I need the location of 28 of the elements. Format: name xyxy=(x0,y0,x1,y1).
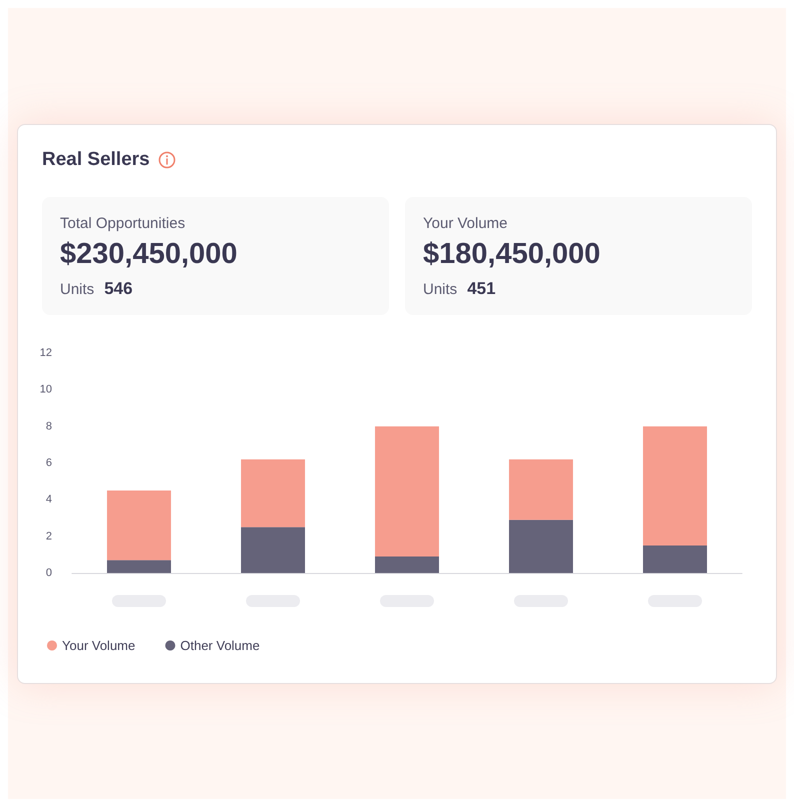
y-tick-label: 0 xyxy=(46,566,52,578)
bar xyxy=(107,490,171,560)
text: 451 xyxy=(467,278,496,298)
bar xyxy=(375,556,439,572)
y-tick-label: 12 xyxy=(40,346,52,358)
text: Your Volume xyxy=(423,214,509,232)
bar xyxy=(643,426,707,545)
y-tick-label: 6 xyxy=(46,456,52,468)
bar xyxy=(509,519,573,572)
text: $230,450,000 xyxy=(60,238,238,270)
y-tick-label: 2 xyxy=(46,530,52,542)
legend-label: Other Volume xyxy=(180,638,260,652)
bar xyxy=(241,526,305,572)
bar xyxy=(509,458,573,520)
chart-title: Real Sellers xyxy=(42,148,150,170)
text: Units xyxy=(60,280,94,298)
text: $180,450,000 xyxy=(423,238,602,270)
text: Total Opportunities xyxy=(60,214,186,232)
text: 546 xyxy=(104,278,133,298)
bar xyxy=(241,458,305,527)
y-tick-label: 8 xyxy=(46,420,52,432)
text: Units xyxy=(423,280,458,298)
legend-label: Your Volume xyxy=(62,638,136,652)
bar xyxy=(643,545,707,572)
bar xyxy=(107,560,171,572)
y-tick-label: 10 xyxy=(40,383,52,396)
bar xyxy=(375,426,439,556)
y-tick-label: 4 xyxy=(46,493,52,506)
